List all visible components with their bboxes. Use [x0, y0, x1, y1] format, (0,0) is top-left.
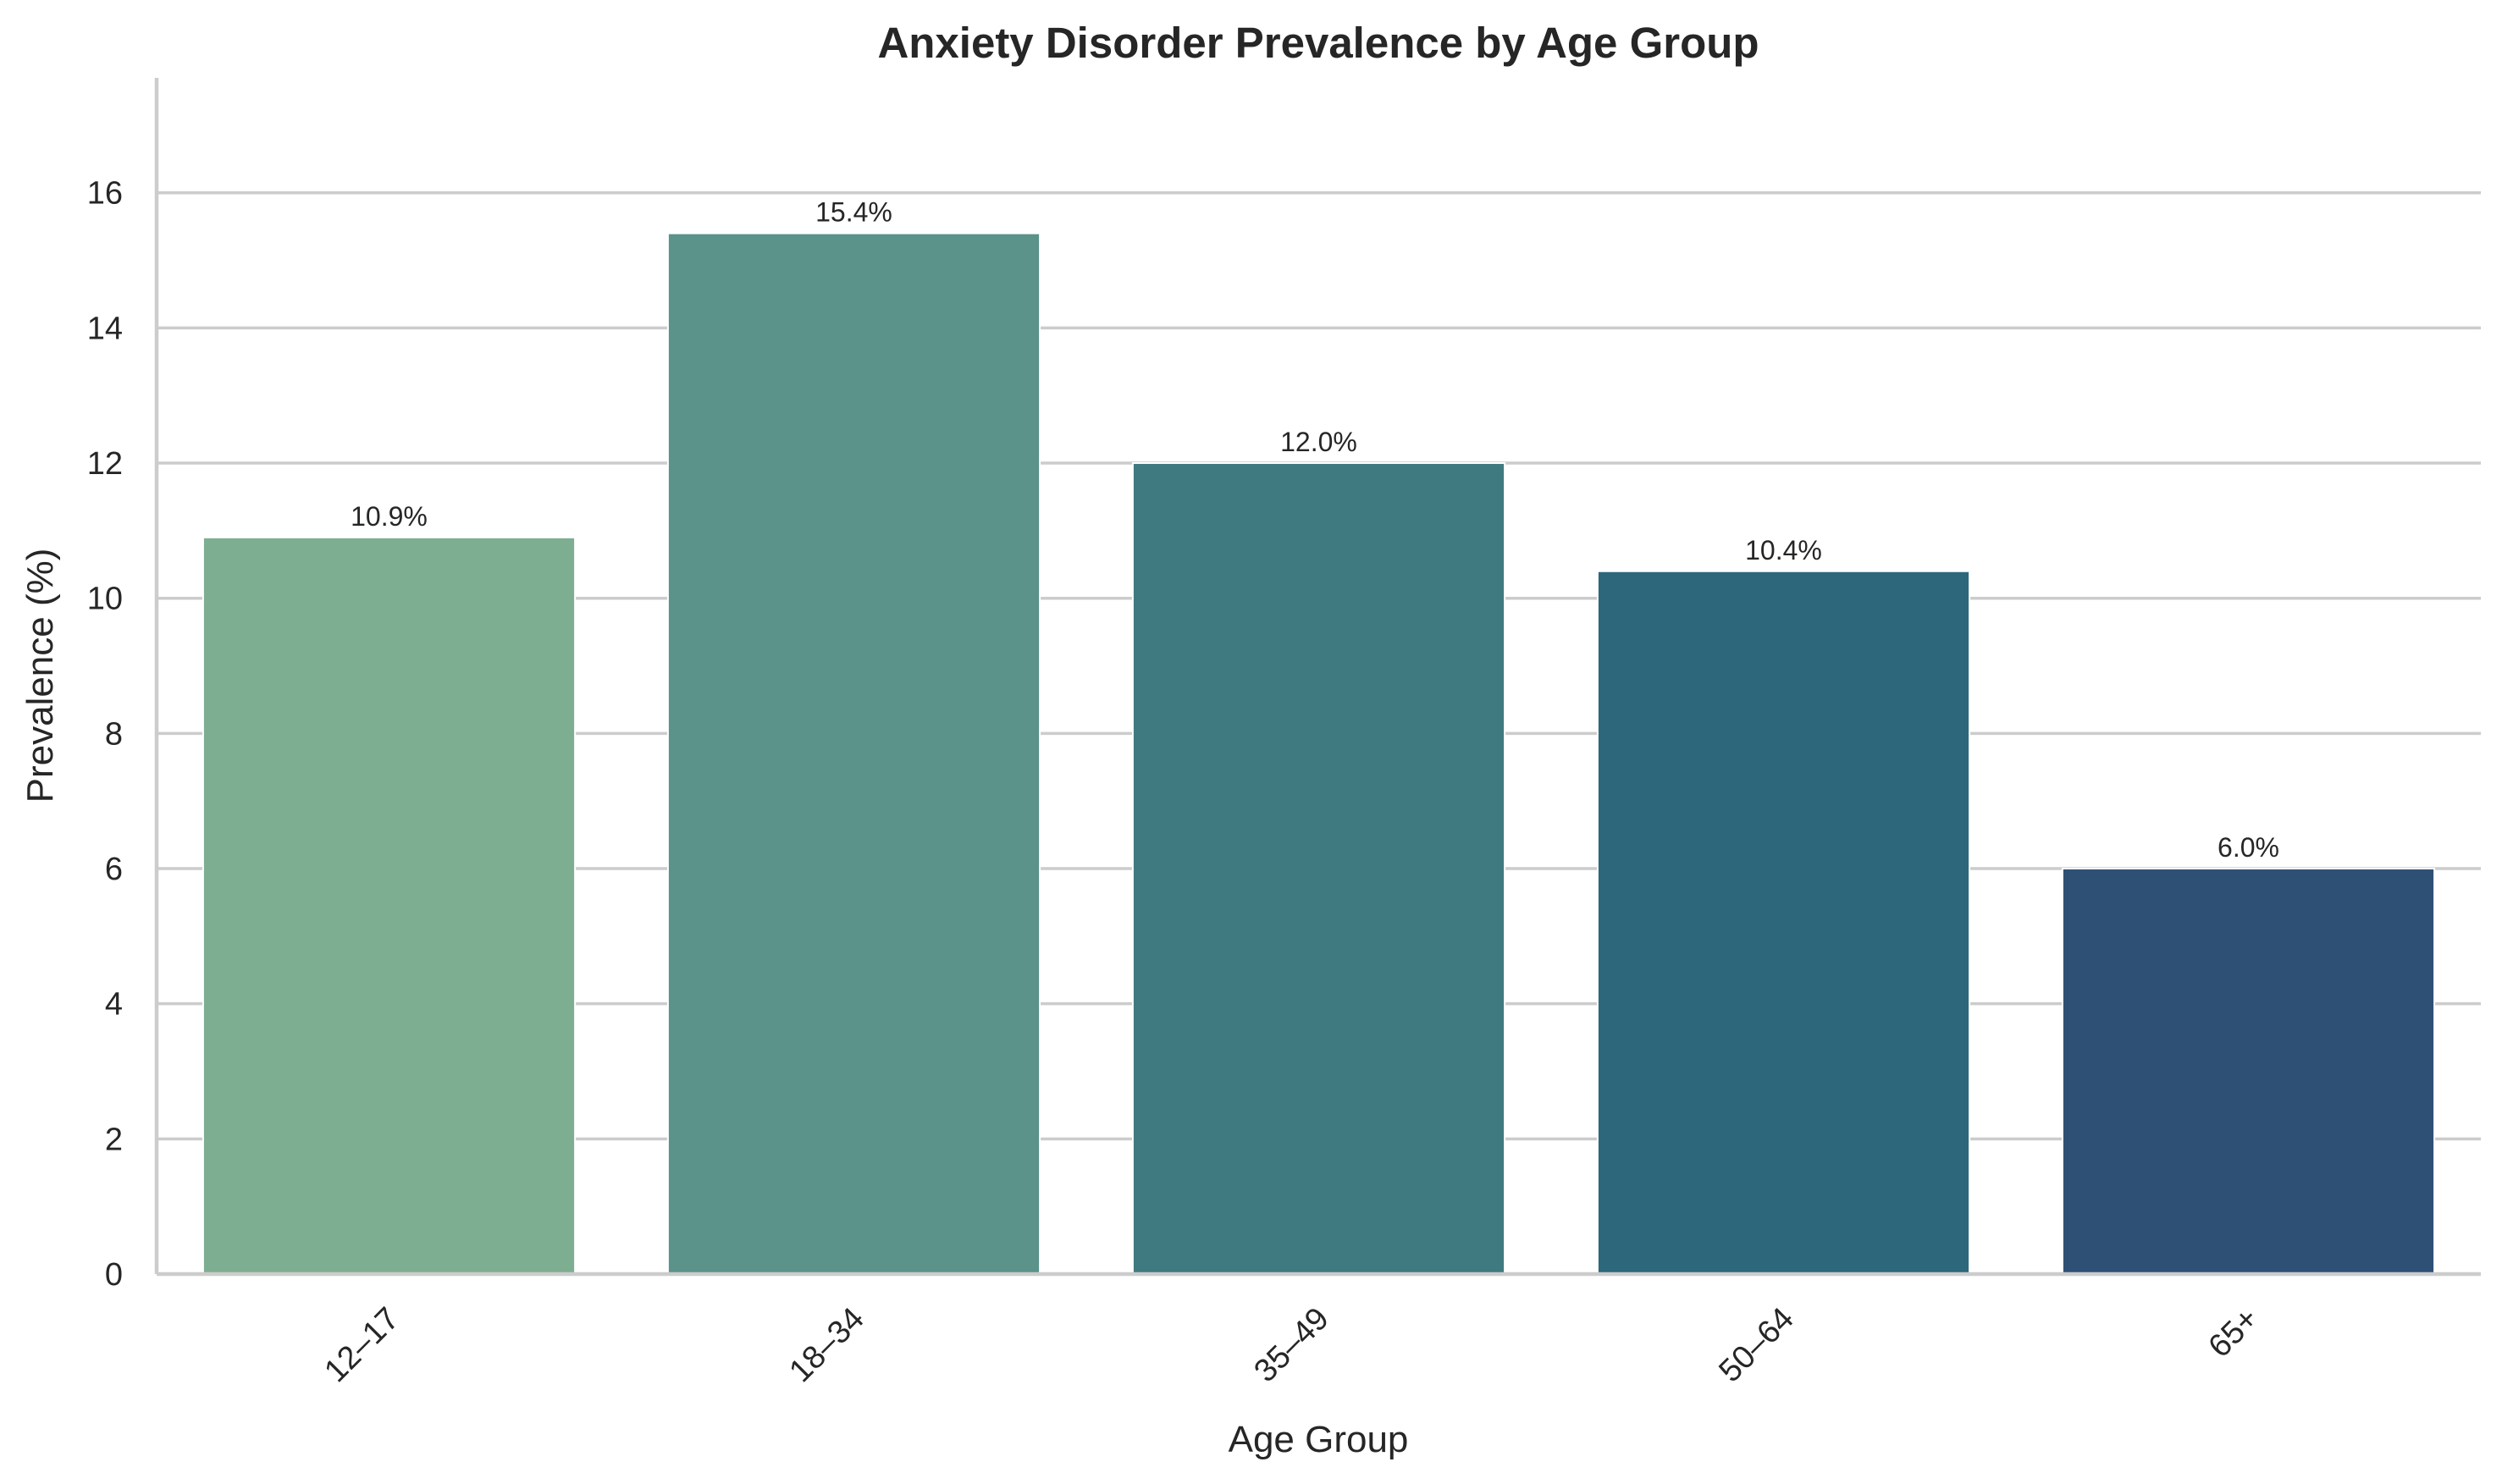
bar-value-label-50–64: 10.4%	[1745, 535, 1822, 565]
bar-12–17	[202, 536, 577, 1275]
y-tick-labels: 0 2 4 6 8 10 12 14 16	[87, 176, 123, 1293]
y-tick-label-0: 0	[105, 1257, 123, 1293]
bar-50–64	[1596, 570, 1971, 1275]
chart-title: Anxiety Disorder Prevalence by Age Group	[877, 19, 1759, 67]
bar-65+	[2061, 868, 2436, 1276]
y-tick-label-14: 14	[87, 311, 123, 346]
y-tick-label-16: 16	[87, 176, 123, 212]
y-axis-label: Prevalence (%)	[19, 549, 61, 803]
bar-value-label-12–17: 10.9%	[351, 501, 428, 532]
x-axis-label: Age Group	[1229, 1419, 1409, 1460]
y-tick-label-8: 8	[105, 716, 123, 752]
bar-value-label-18–34: 15.4%	[815, 197, 892, 228]
y-tick-label-12: 12	[87, 446, 123, 482]
bar-18–34	[666, 232, 1041, 1275]
y-tick-label-6: 6	[105, 852, 123, 887]
bar-value-label-35–49: 12.0%	[1280, 427, 1357, 457]
y-tick-label-2: 2	[105, 1122, 123, 1157]
y-tick-label-10: 10	[87, 582, 123, 617]
bar-value-label-65+: 6.0%	[2218, 832, 2279, 863]
y-tick-label-4: 4	[105, 987, 123, 1023]
bar-value-labels: 10.9% 15.4% 12.0% 10.4% 6.0%	[351, 197, 2279, 863]
bars	[202, 232, 2436, 1276]
bar-35–49	[1131, 462, 1506, 1275]
